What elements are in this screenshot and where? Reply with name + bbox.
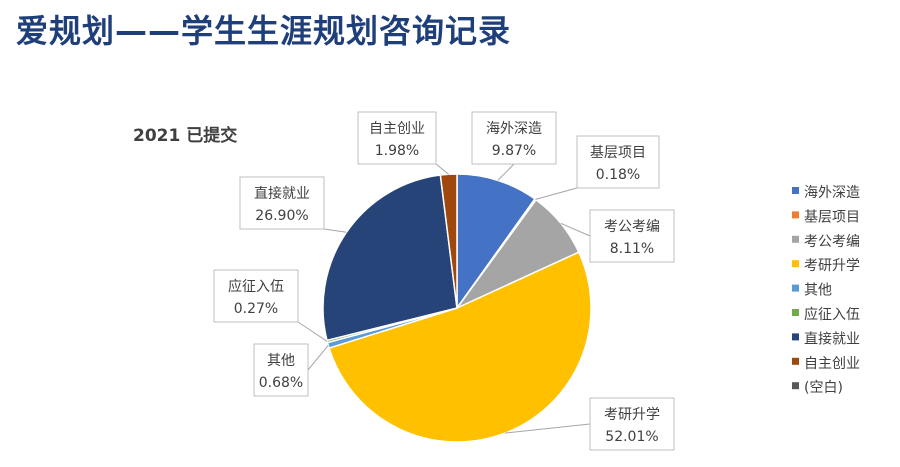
data-label-cat-1: 基层项目 0.18%	[576, 135, 660, 189]
legend-swatch	[792, 284, 799, 292]
data-label-cat-7: 自主创业 1.98%	[357, 111, 437, 165]
legend-swatch	[792, 382, 799, 390]
data-label-value: 0.27%	[234, 301, 278, 317]
page-title: 爱规划——学生生涯规划咨询记录	[16, 12, 512, 50]
chart-title: 2021 已提交	[133, 125, 237, 146]
legend-label: 直接就业	[804, 330, 860, 347]
legend-item-cat-7: 自主创业	[792, 356, 860, 372]
pie-slices	[322, 173, 592, 443]
data-label-value: 9.87%	[492, 143, 536, 159]
legend-swatch	[792, 309, 799, 316]
legend-swatch	[792, 260, 799, 268]
legend-label: 海外深造	[804, 185, 860, 201]
leader-line-cat-2	[560, 222, 591, 237]
leader-line-cat-3	[504, 423, 591, 434]
pie-slice-cat-0	[456, 173, 536, 311]
data-label-cat-2: 考公考编 8.11%	[589, 209, 675, 263]
data-label-box	[589, 397, 675, 451]
data-label-category: 应征入伍	[228, 278, 284, 295]
legend-item-cat-2: 考公考编	[792, 234, 860, 250]
legend-swatch	[792, 357, 799, 365]
leader-line-cat-6	[323, 228, 347, 233]
data-label-box	[357, 111, 437, 165]
legend-label: (空白)	[804, 380, 843, 396]
leader-line-cat-0	[497, 163, 515, 181]
data-label-box	[576, 135, 660, 189]
data-label-value: 8.11%	[610, 241, 654, 257]
leader-line-cat-1	[535, 187, 578, 200]
data-label-category: 考公考编	[604, 219, 660, 235]
data-label-category: 其他	[267, 353, 295, 369]
legend-item-cat-0: 海外深造	[792, 185, 860, 201]
legend-swatch	[792, 235, 799, 243]
data-label-value: 0.68%	[259, 375, 303, 391]
data-label-value: 1.98%	[375, 143, 419, 159]
data-label-value: 26.90%	[255, 208, 308, 224]
legend-item-cat-8: (空白)	[792, 380, 843, 396]
pie-slice-cat-6	[322, 174, 458, 342]
data-label-category: 考研升学	[604, 407, 660, 423]
legend-item-cat-1: 基层项目	[792, 208, 860, 225]
legend-item-cat-4: 其他	[792, 283, 832, 299]
data-label-category: 基层项目	[590, 144, 646, 161]
data-label-box	[213, 269, 299, 323]
legend-swatch	[792, 211, 799, 219]
leader-line-cat-4	[307, 344, 329, 371]
data-label-box	[471, 111, 557, 165]
legend-label: 应征入伍	[804, 306, 860, 323]
legend-label: 其他	[804, 283, 832, 299]
data-label-cat-3: 考研升学 52.01%	[589, 397, 675, 451]
legend-item-cat-5: 应征入伍	[792, 306, 860, 323]
data-label-cat-0: 海外深造 9.87%	[471, 111, 557, 165]
legend-label: 基层项目	[804, 208, 860, 225]
data-label-cat-5: 应征入伍 0.27%	[213, 269, 299, 323]
leader-line-cat-5	[297, 321, 328, 342]
data-label-cat-4: 其他 0.68%	[253, 343, 309, 397]
data-label-value: 0.18%	[596, 167, 640, 183]
data-labels: 海外深造 9.87% 基层项目 0.18% 考公考编 8.11% 考研升学 52.01% 其他 0…	[213, 111, 675, 451]
data-label-box	[253, 343, 309, 397]
data-label-category: 海外深造	[486, 121, 542, 137]
leader-lines	[297, 163, 591, 434]
legend-item-cat-6: 直接就业	[792, 330, 860, 347]
data-label-value: 52.01%	[605, 429, 658, 445]
legend-swatch	[792, 333, 799, 341]
legend-label: 考研升学	[804, 258, 860, 274]
data-label-box	[239, 176, 325, 230]
data-label-category: 直接就业	[254, 185, 310, 202]
data-label-cat-6: 直接就业 26.90%	[239, 176, 325, 230]
legend-item-cat-3: 考研升学	[792, 258, 860, 274]
leader-line-cat-7	[435, 163, 450, 175]
legend-label: 考公考编	[804, 234, 860, 250]
data-label-category: 自主创业	[369, 121, 425, 137]
legend-swatch	[792, 187, 799, 194]
data-label-box	[589, 209, 675, 263]
legend-label: 自主创业	[804, 356, 860, 372]
